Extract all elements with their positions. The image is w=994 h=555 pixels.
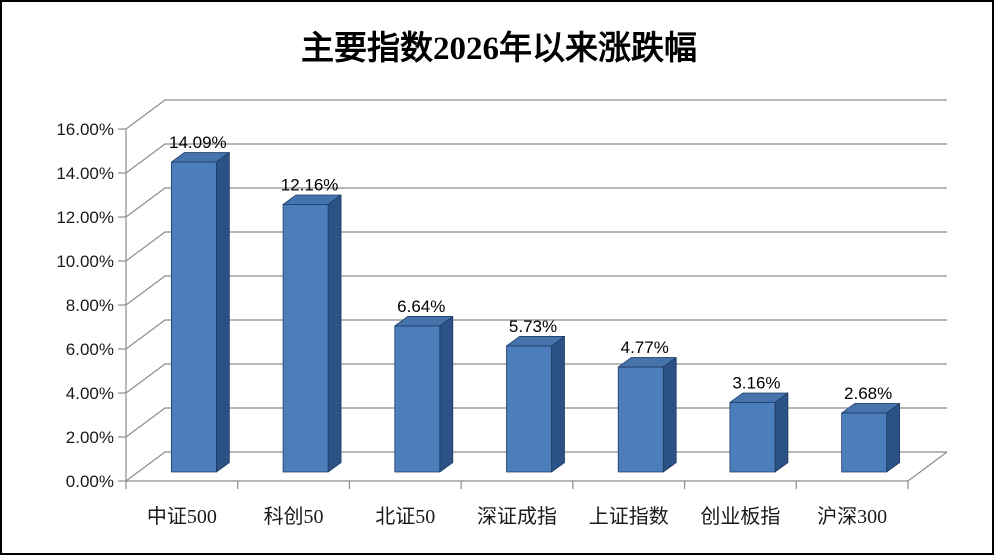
gridline [125,407,947,438]
floor-right-edge [907,451,948,482]
data-label: 12.16% [281,175,339,194]
category-label: 沪深300 [817,505,887,528]
y-tick-label: 8.00% [66,296,114,315]
data-label: 5.73% [509,317,557,336]
bar-深证成指 [506,336,565,473]
gridline [125,319,947,350]
data-label: 3.16% [732,373,780,392]
gridline [125,143,947,174]
bar-side-face [774,392,789,473]
bar-front-face [170,161,217,473]
category-label: 深证成指 [477,505,557,528]
bar-上证指数 [617,357,677,473]
category-label: 中证500 [147,505,217,528]
y-tick-label: 6.00% [66,340,114,359]
y-tick-label: 4.00% [66,384,114,403]
bar-side-face [886,403,901,473]
y-tick-label: 2.00% [66,428,114,447]
y-tick-label: 14.00% [56,164,114,183]
gridline [125,275,947,306]
bar-北证50 [394,316,454,473]
bar-front-face [729,402,776,473]
gridline [125,451,947,482]
bar-沪深300 [841,403,901,473]
y-tick-label: 0.00% [66,472,114,491]
category-label: 北证50 [375,505,435,528]
category-label: 创业板指 [700,505,780,528]
bar-side-face [662,357,677,473]
bar-创业板指 [729,392,789,473]
bar-科创50 [282,194,342,473]
y-tick-label: 12.00% [56,208,114,227]
bar-front-face [617,366,664,473]
gridline [125,99,947,130]
category-label: 上证指数 [589,505,669,528]
y-tick-label: 16.00% [56,120,114,139]
bar-side-face [327,194,342,473]
gridline [125,231,947,262]
data-label: 2.68% [844,384,892,403]
gridline [125,187,947,218]
gridline [125,363,947,394]
bar-side-face [551,336,565,473]
bar-front-face [841,412,888,473]
bar-front-face [394,325,441,473]
bar-中证500 [170,152,230,473]
data-label: 4.77% [621,338,669,357]
data-label: 6.64% [397,297,445,316]
bar-front-face [506,345,552,473]
bar-side-face [439,316,454,473]
chart-title: 主要指数2026年以来涨跌幅 [301,30,697,67]
y-tick-label: 10.00% [56,252,114,271]
category-label: 科创50 [264,505,324,528]
data-label: 14.09% [169,133,227,152]
bar-side-face [215,152,230,473]
plot-area: 0.00% 2.00% 4.00% 6.00% 8.00% 10.00% 12.00% 14.… [56,99,948,528]
bar-front-face [282,204,329,473]
